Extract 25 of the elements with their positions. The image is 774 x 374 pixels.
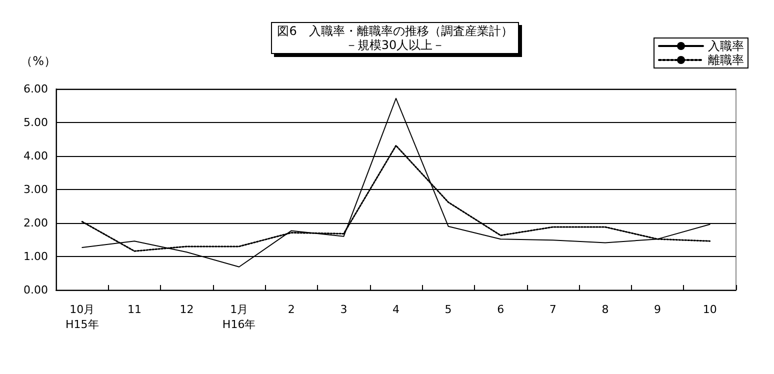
x-tick-label: 5: [444, 303, 452, 316]
x-tick-label: 4: [392, 303, 400, 316]
x-tick-label: 10: [702, 303, 717, 316]
legend-label: 入職率: [708, 39, 744, 53]
y-tick-label: 3.00: [24, 183, 48, 196]
x-tick-label: 9: [654, 303, 662, 316]
chart-title: 図6 入職率・離職率の推移（調査産業計）: [277, 24, 513, 38]
legend-label: 離職率: [708, 53, 744, 67]
y-tick-label: 4.00: [24, 150, 48, 162]
y-tick-label: 0.00: [24, 284, 48, 296]
x-tick-label: 1月 H16年: [222, 303, 256, 331]
x-tick-label: 2: [288, 303, 295, 316]
y-tick-label: 1.00: [24, 250, 48, 263]
x-tick-label: 11: [127, 303, 142, 316]
x-tick-label: 12: [180, 303, 194, 316]
x-tick-label: 8: [602, 303, 609, 316]
x-tick-label: 3: [340, 303, 348, 316]
chart-subtitle: －規模30人以上－: [345, 38, 445, 52]
y-tick-label: 5.00: [24, 116, 48, 129]
x-tick-label: 10月 H15年: [66, 303, 99, 331]
x-tick-label: 6: [497, 303, 504, 316]
y-tick-label: 2.00: [24, 216, 48, 230]
y-tick-label: 6.00: [24, 82, 48, 96]
x-tick-label: 7: [549, 303, 556, 316]
y-axis-title: （%）: [20, 54, 56, 68]
